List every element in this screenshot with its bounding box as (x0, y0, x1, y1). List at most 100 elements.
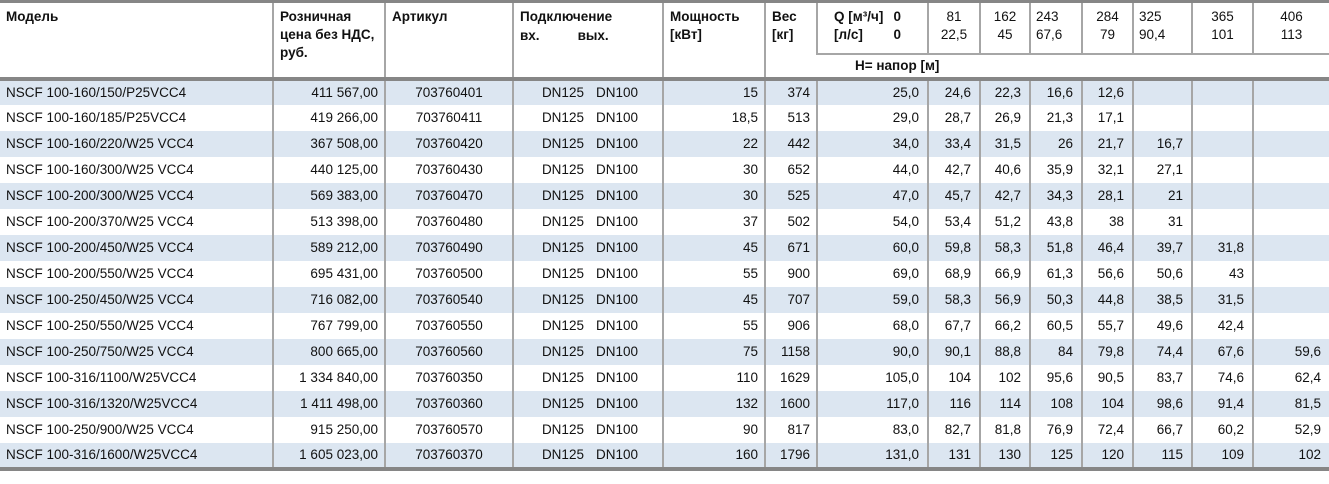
model-cell: NSCF 100-160/150/P25VCC4 (6, 85, 187, 100)
head-value-cell: 17,1 (1081, 104, 1133, 131)
head-value-cell: 25,0 (816, 78, 928, 105)
head-value-cell: 115 (1132, 442, 1192, 469)
column-header-flow-81: 81 22,5 (927, 1, 980, 55)
article-cell: 703760420 (384, 130, 513, 157)
model-cell: NSCF 100-316/1320/W25VCC4 (6, 396, 198, 411)
power-cell: 55 (662, 260, 765, 287)
weight-cell: 671 (764, 234, 817, 261)
dn-inlet-value: DN125 (541, 396, 584, 411)
dn-inlet-value: DN125 (541, 344, 584, 359)
model-cell: NSCF 100-200/300/W25 VCC4 (6, 188, 194, 203)
head-value-cell (1252, 130, 1329, 157)
head-value-cell: 83,0 (816, 416, 928, 443)
table-row: NSCF 100-250/750/W25 VCC4 800 665,00 703… (0, 338, 1329, 365)
power-cell: 30 (662, 182, 765, 209)
model-cell: NSCF 100-200/550/W25 VCC4 (6, 266, 194, 281)
dn-outlet-value: DN100 (595, 214, 638, 229)
dn-outlet-value: DN100 (595, 110, 638, 125)
header-row-head: Н= напор [м] (0, 53, 1329, 81)
head-value-cell (1252, 182, 1329, 209)
head-value-cell: 21,3 (1029, 104, 1082, 131)
head-value-cell: 131,0 (816, 442, 928, 469)
table-row: NSCF 100-316/1320/W25VCC4 1 411 498,00 7… (0, 390, 1329, 417)
head-value-cell: 32,1 (1081, 156, 1133, 183)
power-cell: 18,5 (662, 104, 765, 131)
flow-m3h-value: 243 (1036, 9, 1059, 24)
connection-cell: DN125 DN100 (512, 286, 663, 313)
connection-cell: DN125 DN100 (512, 208, 663, 235)
dn-inlet-value: DN125 (541, 188, 584, 203)
head-value-cell: 42,4 (1191, 312, 1253, 339)
weight-cell: 374 (764, 78, 817, 105)
flow-ls-value: 22,5 (940, 27, 968, 42)
connection-cell: DN125 DN100 (512, 338, 663, 365)
head-value-cell: 98,6 (1132, 390, 1192, 417)
column-header-article: Артикул (384, 1, 513, 81)
head-value-cell: 28,1 (1081, 182, 1133, 209)
flow-q-line: Q [м³/ч] 0 (819, 8, 927, 26)
weight-cell: 906 (764, 312, 817, 339)
head-value-cell: 16,6 (1029, 78, 1082, 105)
head-value-cell: 61,3 (1029, 260, 1082, 287)
price-cell: 367 508,00 (272, 130, 385, 157)
head-value-cell: 34,3 (1029, 182, 1082, 209)
article-cell: 703760540 (384, 286, 513, 313)
head-value-cell: 29,0 (816, 104, 928, 131)
head-value-cell: 59,0 (816, 286, 928, 313)
head-value-cell: 21,7 (1081, 130, 1133, 157)
price-cell: 411 567,00 (272, 78, 385, 105)
head-value-cell: 102 (1252, 442, 1329, 469)
head-value-cell: 38 (1081, 208, 1133, 235)
head-value-cell: 44,8 (1081, 286, 1133, 313)
head-value-cell: 59,6 (1252, 338, 1329, 365)
price-cell: 1 605 023,00 (272, 442, 385, 469)
dn-inlet-value: DN125 (541, 422, 584, 437)
head-value-cell: 95,6 (1029, 364, 1082, 391)
model-cell: NSCF 100-250/450/W25 VCC4 (6, 292, 194, 307)
flow-m3h-value: 284 (1096, 9, 1119, 24)
dn-outlet-value: DN100 (595, 266, 638, 281)
head-value-cell: 66,7 (1132, 416, 1192, 443)
article-cell: 703760401 (384, 78, 513, 105)
dn-inlet-value: DN125 (541, 447, 584, 462)
head-value-cell: 21 (1132, 182, 1192, 209)
power-cell: 22 (662, 130, 765, 157)
head-value-cell: 83,7 (1132, 364, 1192, 391)
connection-cell: DN125 DN100 (512, 442, 663, 469)
flow-m3h-value: 406 (1280, 9, 1303, 24)
flow-ls-line: [л/с] 0 (819, 26, 927, 44)
connection-cell: DN125 DN100 (512, 234, 663, 261)
head-value-cell: 51,8 (1029, 234, 1082, 261)
connection-outlet-label: вых. (577, 28, 609, 43)
head-value-cell: 76,9 (1029, 416, 1082, 443)
head-value-cell: 50,3 (1029, 286, 1082, 313)
head-value-cell: 42,7 (927, 156, 980, 183)
flow-m3h-value: 81 (946, 9, 962, 24)
power-cell: 30 (662, 156, 765, 183)
head-value-cell: 27,1 (1132, 156, 1192, 183)
head-value-cell: 90,5 (1081, 364, 1133, 391)
article-cell: 703760480 (384, 208, 513, 235)
dn-outlet-value: DN100 (595, 240, 638, 255)
dn-inlet-value: DN125 (541, 136, 584, 151)
head-value-cell: 16,7 (1132, 130, 1192, 157)
table-row: NSCF 100-250/550/W25 VCC4 767 799,00 703… (0, 312, 1329, 339)
power-cell: 75 (662, 338, 765, 365)
power-cell: 160 (662, 442, 765, 469)
column-header-flow-406: 406 113 (1252, 1, 1329, 55)
power-cell: 90 (662, 416, 765, 443)
head-value-cell: 60,5 (1029, 312, 1082, 339)
head-value-cell: 31,5 (1191, 286, 1253, 313)
column-header-flow-284: 284 79 (1081, 1, 1133, 55)
head-value-cell: 56,6 (1081, 260, 1133, 287)
head-value-cell: 31,8 (1191, 234, 1253, 261)
column-header-flow-162: 162 45 (979, 1, 1030, 55)
head-value-cell (1191, 130, 1253, 157)
table-header: Модель Розничная цена без НДС, руб. Арти… (0, 1, 1329, 81)
connection-cell: DN125 DN100 (512, 312, 663, 339)
table-row: NSCF 100-250/900/W25 VCC4 915 250,00 703… (0, 416, 1329, 443)
price-cell: 419 266,00 (272, 104, 385, 131)
dn-outlet-value: DN100 (595, 136, 638, 151)
dn-inlet-value: DN125 (541, 292, 584, 307)
connection-inlet-label: вх. (520, 28, 540, 43)
